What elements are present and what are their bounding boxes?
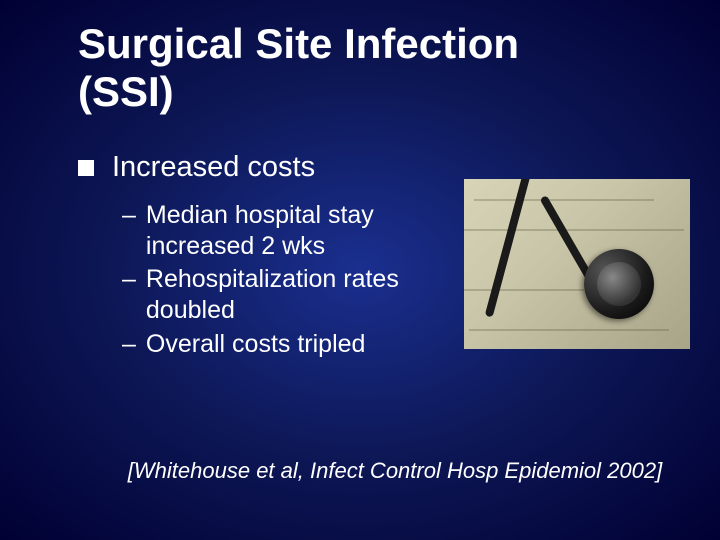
dash-icon: – xyxy=(122,200,136,231)
bullet-level1-text: Increased costs xyxy=(112,151,315,184)
text-column: Increased costs – Median hospital stay i… xyxy=(78,151,464,362)
content-row: Increased costs – Median hospital stay i… xyxy=(0,151,720,362)
bullet-level2-text: Overall costs tripled xyxy=(146,329,366,360)
bullet-level2: – Rehospitalization rates doubled xyxy=(122,264,454,327)
title-line-2: (SSI) xyxy=(78,68,174,115)
stethoscope-money-image xyxy=(464,179,690,349)
title-line-1: Surgical Site Infection xyxy=(78,20,519,67)
sub-bullet-list: – Median hospital stay increased 2 wks –… xyxy=(78,194,454,360)
bullet-level2: – Overall costs tripled xyxy=(122,329,454,360)
square-bullet-icon xyxy=(78,160,94,176)
slide-title: Surgical Site Infection (SSI) xyxy=(0,20,720,117)
dash-icon: – xyxy=(122,329,136,360)
slide: Surgical Site Infection (SSI) Increased … xyxy=(0,0,720,540)
image-column xyxy=(464,151,720,362)
bullet-level2: – Median hospital stay increased 2 wks xyxy=(122,200,454,263)
bullet-level2-text: Rehospitalization rates doubled xyxy=(146,264,454,327)
dash-icon: – xyxy=(122,264,136,295)
stethoscope-head-icon xyxy=(584,249,654,319)
citation-text: [Whitehouse et al, Infect Control Hosp E… xyxy=(0,458,720,484)
bullet-level1: Increased costs xyxy=(78,151,454,184)
bullet-level2-text: Median hospital stay increased 2 wks xyxy=(146,200,454,263)
